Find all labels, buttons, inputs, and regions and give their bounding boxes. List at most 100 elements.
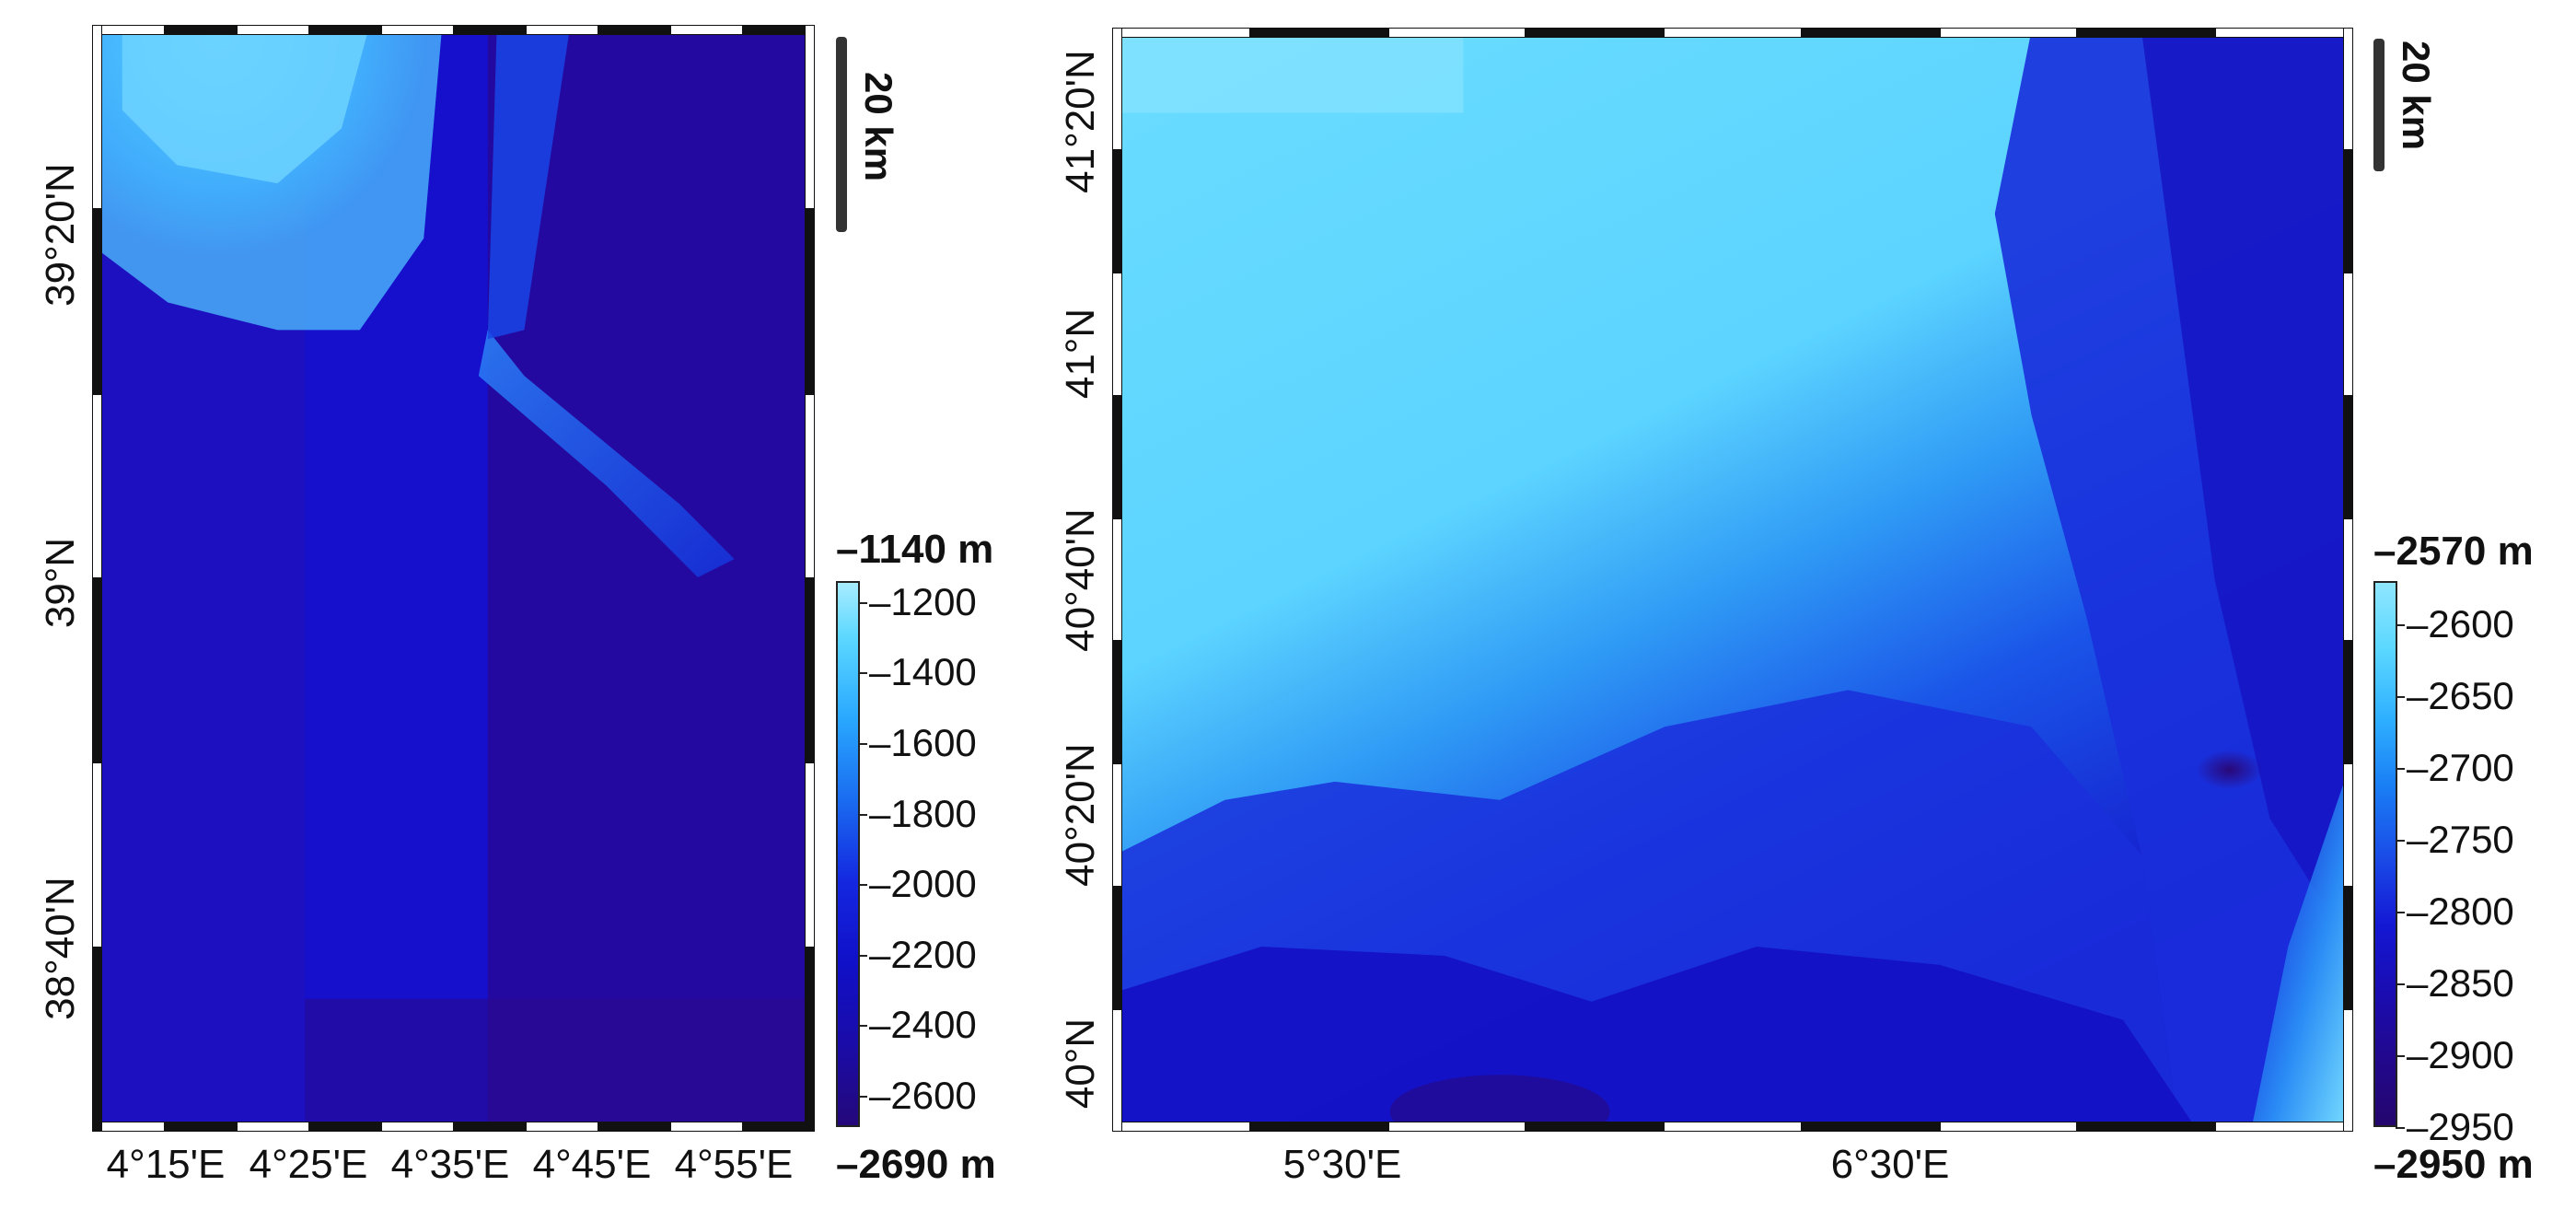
frame-segment bbox=[1249, 28, 1388, 38]
frame-segment bbox=[1112, 150, 1122, 273]
left-y-tick: 39°N bbox=[38, 537, 83, 629]
frame-segment bbox=[237, 25, 309, 35]
frame-segment bbox=[2077, 28, 2216, 38]
left-map-panel bbox=[92, 25, 815, 1132]
frame-segment bbox=[1387, 1122, 1526, 1132]
colorbar-tick-mark bbox=[2396, 695, 2405, 698]
frame-segment bbox=[1664, 1122, 1802, 1132]
colorbar-tick-mark bbox=[858, 884, 867, 887]
left-x-tick: 4°15'E bbox=[106, 1142, 226, 1187]
left-scalebar bbox=[836, 37, 847, 232]
frame-segment bbox=[92, 393, 102, 578]
colorbar-tick-mark bbox=[2396, 1054, 2405, 1057]
frame-segment bbox=[92, 947, 102, 1132]
right-colorbar bbox=[2373, 581, 2397, 1127]
frame-segment bbox=[1526, 28, 1665, 38]
frame-segment bbox=[2343, 28, 2353, 151]
frame-segment bbox=[1112, 763, 1122, 887]
right-map-panel bbox=[1112, 28, 2353, 1132]
right-colorbar-min-label: –2950 m bbox=[2373, 1142, 2534, 1187]
frame-segment bbox=[805, 577, 815, 763]
right-scalebar-label: 20 km bbox=[2395, 41, 2438, 151]
frame-segment bbox=[1112, 1122, 1250, 1132]
frame-segment bbox=[381, 1122, 454, 1132]
colorbar-tick-mark bbox=[858, 1025, 867, 1028]
frame-segment bbox=[92, 1122, 165, 1132]
left-colorbar-max-label: –1140 m bbox=[836, 527, 994, 572]
frame-segment bbox=[453, 25, 526, 35]
frame-segment bbox=[1801, 1122, 1940, 1132]
colorbar-tick-label: –1400 bbox=[869, 650, 977, 694]
frame-segment bbox=[2343, 395, 2353, 518]
colorbar-tick-label: –1800 bbox=[869, 791, 977, 835]
frame-segment bbox=[92, 25, 102, 210]
frame-segment bbox=[1112, 517, 1122, 642]
frame-segment bbox=[805, 762, 815, 948]
frame-segment bbox=[526, 25, 598, 35]
right-y-tick: 40°40'N bbox=[1058, 508, 1103, 652]
colorbar-tick-label: –2750 bbox=[2407, 817, 2514, 861]
right-x-tick: 6°30'E bbox=[1830, 1142, 1950, 1187]
frame-segment bbox=[805, 947, 815, 1132]
frame-segment bbox=[1249, 1122, 1388, 1132]
frame-segment bbox=[805, 25, 815, 210]
colorbar-tick-mark bbox=[858, 1095, 867, 1098]
left-x-tick: 4°35'E bbox=[390, 1142, 510, 1187]
frame-segment bbox=[2215, 28, 2354, 38]
colorbar-tick-mark bbox=[858, 672, 867, 675]
colorbar-tick-label: –2000 bbox=[869, 862, 977, 906]
colorbar-tick-mark bbox=[2396, 1127, 2405, 1129]
colorbar-tick-label: –1600 bbox=[869, 720, 977, 764]
colorbar-tick-label: –1200 bbox=[869, 579, 977, 623]
colorbar-tick-label: –2650 bbox=[2407, 673, 2514, 717]
right-y-tick: 40°N bbox=[1058, 1017, 1103, 1110]
colorbar-tick-label: –2600 bbox=[869, 1073, 977, 1117]
colorbar-tick-label: –2400 bbox=[869, 1003, 977, 1047]
left-map-right-frame-ticks bbox=[805, 25, 815, 1132]
left-y-tick: 39°20'N bbox=[38, 163, 83, 307]
colorbar-tick-label: –2800 bbox=[2407, 889, 2514, 933]
frame-segment bbox=[2343, 641, 2353, 764]
frame-segment bbox=[2215, 1122, 2354, 1132]
right-x-tick: 5°30'E bbox=[1282, 1142, 1402, 1187]
frame-segment bbox=[164, 25, 237, 35]
left-map-bottom-frame-ticks bbox=[92, 1122, 815, 1132]
frame-segment bbox=[1387, 28, 1526, 38]
frame-segment bbox=[805, 209, 815, 394]
frame-segment bbox=[2343, 273, 2353, 396]
left-y-tick: 38°40'N bbox=[38, 877, 83, 1020]
colorbar-tick-mark bbox=[2396, 983, 2405, 985]
right-map-bottom-frame-ticks bbox=[1112, 1122, 2354, 1132]
frame-segment bbox=[164, 1122, 237, 1132]
left-x-tick: 4°45'E bbox=[532, 1142, 652, 1187]
left-map-top-frame-ticks bbox=[92, 25, 815, 35]
colorbar-tick-label: –2700 bbox=[2407, 745, 2514, 789]
frame-segment bbox=[1801, 28, 1940, 38]
frame-segment bbox=[2343, 886, 2353, 1009]
right-scalebar bbox=[2373, 39, 2385, 171]
frame-segment bbox=[1939, 1122, 2078, 1132]
left-x-tick: 4°25'E bbox=[249, 1142, 368, 1187]
colorbar-tick-mark bbox=[2396, 911, 2405, 913]
frame-segment bbox=[670, 1122, 743, 1132]
frame-segment bbox=[381, 25, 454, 35]
colorbar-tick-mark bbox=[858, 954, 867, 957]
frame-segment bbox=[2343, 763, 2353, 887]
left-colorbar bbox=[836, 581, 860, 1127]
frame-segment bbox=[453, 1122, 526, 1132]
left-x-tick: 4°55'E bbox=[674, 1142, 794, 1187]
colorbar-tick-mark bbox=[858, 601, 867, 604]
colorbar-tick-label: –2850 bbox=[2407, 960, 2514, 1005]
frame-segment bbox=[805, 393, 815, 578]
frame-segment bbox=[92, 577, 102, 763]
frame-segment bbox=[1112, 273, 1122, 396]
frame-segment bbox=[526, 1122, 598, 1132]
frame-segment bbox=[670, 25, 743, 35]
frame-segment bbox=[1112, 1008, 1122, 1132]
frame-segment bbox=[598, 1122, 670, 1132]
right-map-top-frame-ticks bbox=[1112, 28, 2354, 38]
frame-segment bbox=[92, 209, 102, 394]
right-y-tick: 41°20'N bbox=[1058, 50, 1103, 193]
frame-segment bbox=[2077, 1122, 2216, 1132]
left-bathymetry-raster bbox=[95, 28, 812, 1129]
